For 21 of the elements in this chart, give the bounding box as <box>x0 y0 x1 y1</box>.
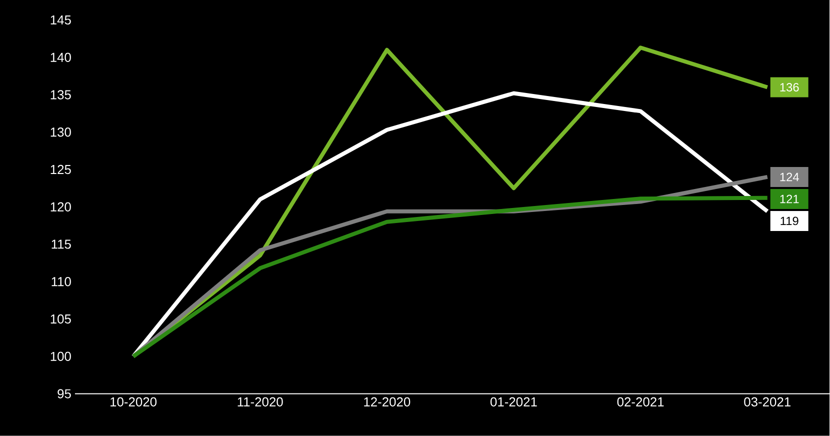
x-tick-label: 11-2020 <box>238 397 283 407</box>
data-label: 124 <box>780 172 799 182</box>
y-tick-label: 120 <box>50 202 71 212</box>
y-tick-label: 110 <box>52 277 71 286</box>
data-label: 119 <box>780 216 798 226</box>
y-tick-label: 100 <box>50 352 71 362</box>
x-tick-label: 10-2020 <box>110 397 157 407</box>
y-tick-label: 135 <box>50 90 71 100</box>
y-tick-label: 140 <box>50 52 71 62</box>
x-tick-label: 01-2021 <box>490 397 537 407</box>
data-label: 121 <box>780 194 799 204</box>
y-tick-label: 115 <box>52 240 71 249</box>
y-tick-label: 130 <box>50 128 71 137</box>
y-tick-label: 145 <box>50 16 71 25</box>
y-tick-label: 105 <box>50 314 71 324</box>
y-tick-label: 95 <box>58 389 71 398</box>
x-tick-label: 12-2020 <box>364 397 410 407</box>
data-label: 136 <box>780 83 799 92</box>
y-tick-label: 125 <box>50 165 71 174</box>
x-tick-label: 02-2021 <box>617 397 664 407</box>
x-tick-label: 03-2021 <box>744 397 790 407</box>
